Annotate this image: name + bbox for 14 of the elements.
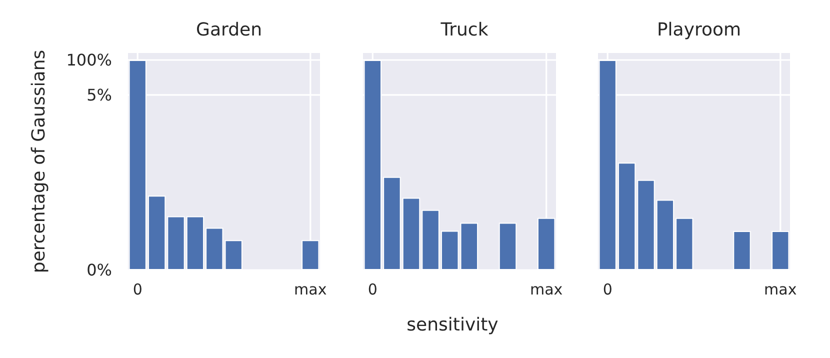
x-tick-label: max — [530, 280, 563, 298]
chart-title: Garden — [196, 20, 262, 40]
chart-title: Playroom — [656, 20, 742, 40]
x-tick-label: 0 — [602, 280, 612, 298]
y-tick-label: 100% — [66, 50, 112, 70]
chart-title: Truck — [440, 20, 489, 40]
y-axis-title: percentage of Gaussians — [28, 50, 50, 274]
x-tick-label: max — [764, 280, 797, 298]
y-tick-label: 0% — [86, 260, 112, 280]
x-tick-label: 0 — [368, 280, 378, 298]
x-tick-label: 0 — [132, 280, 142, 298]
y-tick-label: 5% — [86, 85, 112, 104]
x-tick-label: max — [294, 280, 327, 298]
x-axis-title: sensitivity — [406, 314, 499, 336]
